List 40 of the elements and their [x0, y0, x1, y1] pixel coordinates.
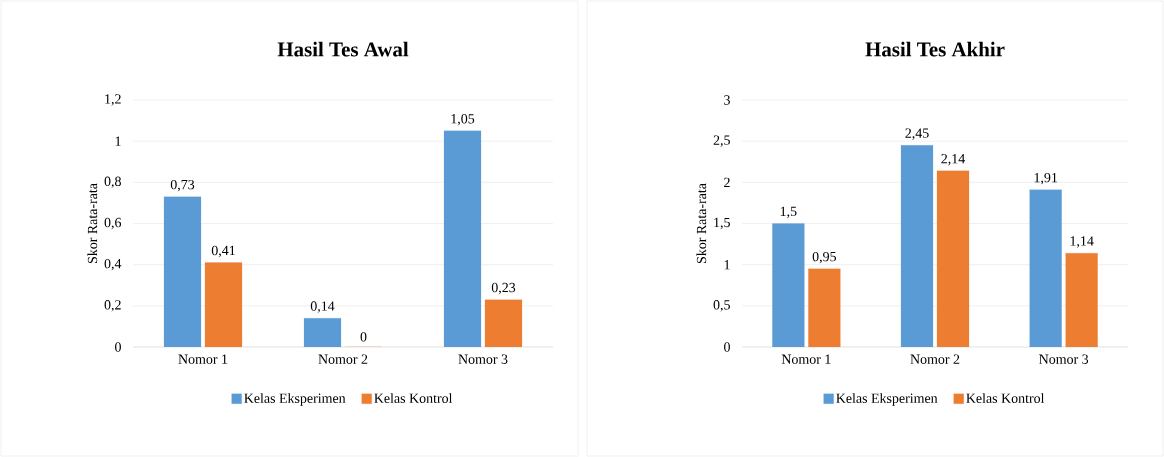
chart-title: Hasil Tes Akhir	[865, 41, 1005, 57]
y-tick-label: 3	[724, 95, 730, 105]
data-label: 0,73	[170, 179, 195, 192]
data-label: 0,95	[812, 251, 837, 264]
y-tick-label: 1	[115, 136, 121, 146]
data-label: 2,45	[905, 128, 929, 140]
y-tick-label: 1,5	[714, 217, 730, 230]
y-tick-label: 0	[724, 342, 730, 352]
y-tick-label: 0,6	[104, 217, 122, 230]
legend-label: Kelas Eksperimen	[244, 393, 346, 406]
data-label: 1,5	[780, 206, 797, 219]
data-label: 1,91	[1034, 172, 1058, 185]
data-label: 1,05	[451, 114, 475, 126]
y-tick-label: 0,5	[713, 300, 730, 312]
x-tick-label: Nomor 2	[318, 354, 368, 364]
y-axis-title: Skor Rata-rata	[87, 183, 98, 264]
legend-label: Kelas Eksperimen	[836, 393, 938, 406]
data-label: 1,14	[1070, 236, 1094, 248]
y-tick-label: 0,2	[104, 300, 121, 312]
y-tick-label: 2	[724, 177, 730, 187]
legend-label: Kelas Kontrol	[374, 393, 453, 403]
data-label: 0,14	[310, 301, 335, 313]
data-label: 0	[360, 332, 367, 342]
x-tick-label: Nomor 1	[178, 354, 228, 364]
legend-label: Kelas Kontrol	[966, 393, 1045, 403]
y-tick-label: 1,2	[105, 94, 121, 106]
x-tick-label: Nomor 3	[1039, 354, 1089, 364]
y-tick-label: 0,8	[104, 176, 121, 189]
data-label: 2,14	[941, 154, 966, 166]
y-tick-label: 1	[724, 260, 730, 270]
y-tick-label: 0,4	[104, 258, 122, 271]
data-label: 0,41	[211, 245, 235, 258]
x-tick-label: Nomor 1	[781, 354, 831, 364]
y-tick-label: 2,5	[713, 135, 730, 147]
x-tick-label: Nomor 3	[458, 354, 508, 364]
x-tick-label: Nomor 2	[910, 354, 960, 364]
y-tick-label: 0	[115, 342, 121, 352]
chart-title: Hasil Tes Awal	[277, 41, 409, 57]
data-label: 0,23	[491, 282, 516, 295]
y-axis-title: Skor Rata-rata	[696, 183, 707, 264]
